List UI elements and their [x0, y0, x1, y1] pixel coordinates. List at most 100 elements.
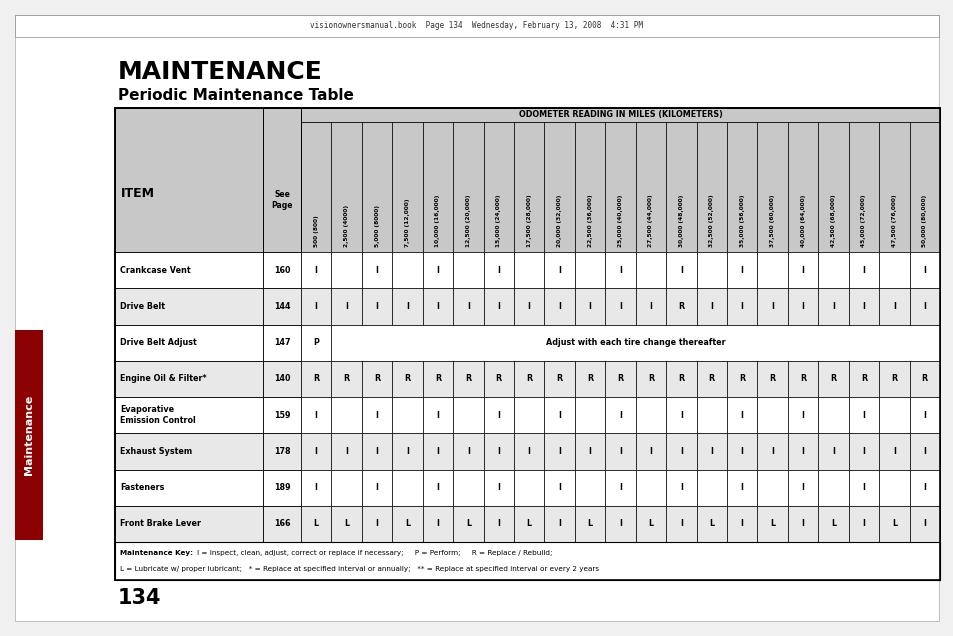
Text: 147: 147 [274, 338, 290, 347]
Text: I: I [375, 302, 378, 311]
Bar [331, 252, 361, 288]
Text: I: I [923, 411, 925, 420]
Bar [483, 288, 514, 324]
Text: Fasteners: Fasteners [120, 483, 164, 492]
Bar [818, 122, 848, 252]
Bar [848, 469, 879, 506]
Text: 42,500 (68,000): 42,500 (68,000) [830, 195, 835, 247]
Bar [544, 122, 575, 252]
Bar [453, 506, 483, 542]
Text: 40,000 (64,000): 40,000 (64,000) [800, 195, 804, 247]
Bar [301, 397, 331, 433]
Bar [361, 433, 392, 469]
Bar [696, 288, 726, 324]
Bar [361, 397, 392, 433]
Text: ITEM: ITEM [121, 187, 154, 200]
Text: L: L [891, 520, 896, 529]
Bar [818, 469, 848, 506]
Text: I: I [862, 483, 864, 492]
Text: I: I [375, 411, 378, 420]
Bar [514, 361, 544, 397]
Text: 50,000 (80,000): 50,000 (80,000) [922, 195, 926, 247]
Bar [422, 469, 453, 506]
Text: 7,500 (12,000): 7,500 (12,000) [405, 198, 410, 247]
Text: Maintenance: Maintenance [24, 395, 34, 475]
Text: Exhaust System: Exhaust System [120, 447, 192, 456]
Text: R: R [526, 375, 532, 384]
Text: I: I [436, 266, 439, 275]
Text: Engine Oil & Filter*: Engine Oil & Filter* [120, 375, 207, 384]
Bar [483, 397, 514, 433]
Text: I: I [649, 302, 652, 311]
Bar [665, 506, 696, 542]
Text: I: I [831, 447, 834, 456]
Bar [848, 397, 879, 433]
Bar [635, 122, 665, 252]
Bar [787, 288, 818, 324]
Bar [665, 252, 696, 288]
Bar [848, 122, 879, 252]
Text: R: R [496, 375, 501, 384]
Text: R: R [739, 375, 744, 384]
Bar [301, 108, 939, 122]
Text: I: I [740, 447, 743, 456]
Bar [575, 288, 604, 324]
Bar [696, 397, 726, 433]
Bar [115, 108, 301, 252]
Bar [787, 506, 818, 542]
Bar [115, 324, 263, 361]
Text: I: I [892, 447, 895, 456]
Text: 10,000 (16,000): 10,000 (16,000) [435, 195, 440, 247]
Text: R: R [586, 375, 593, 384]
Text: I: I [801, 411, 803, 420]
Text: I: I [618, 302, 621, 311]
Bar [879, 252, 908, 288]
Text: I: I [801, 520, 803, 529]
Text: I: I [862, 266, 864, 275]
Bar [604, 288, 635, 324]
Text: I: I [527, 447, 530, 456]
Text: I: I [679, 520, 682, 529]
Bar [635, 361, 665, 397]
Bar [483, 469, 514, 506]
Text: See
Page: See Page [271, 190, 293, 210]
Bar [115, 397, 263, 433]
Bar [757, 506, 787, 542]
Bar [696, 433, 726, 469]
Bar [635, 288, 665, 324]
Bar [848, 252, 879, 288]
Bar [604, 361, 635, 397]
Text: I: I [375, 483, 378, 492]
Text: 166: 166 [274, 520, 290, 529]
Text: I: I [649, 447, 652, 456]
Bar [361, 122, 392, 252]
Bar [301, 324, 331, 361]
Text: I: I [740, 520, 743, 529]
Bar [696, 361, 726, 397]
Text: I: I [801, 302, 803, 311]
Bar [604, 506, 635, 542]
Text: I: I [558, 302, 560, 311]
Bar [879, 361, 908, 397]
Text: L: L [465, 520, 471, 529]
Bar [575, 506, 604, 542]
Text: L: L [314, 520, 318, 529]
Text: I: I [406, 302, 409, 311]
Text: Crankcase Vent: Crankcase Vent [120, 266, 191, 275]
Bar [757, 122, 787, 252]
Text: 159: 159 [274, 411, 290, 420]
Bar [483, 252, 514, 288]
Bar [514, 433, 544, 469]
Bar [392, 252, 422, 288]
Bar [392, 433, 422, 469]
Bar [575, 469, 604, 506]
Text: MAINTENANCE: MAINTENANCE [118, 60, 322, 84]
Bar [392, 397, 422, 433]
Text: I: I [558, 266, 560, 275]
Text: I: I [923, 447, 925, 456]
Text: Maintenance Key:: Maintenance Key: [120, 550, 193, 556]
Bar [575, 361, 604, 397]
Bar [361, 252, 392, 288]
Bar [787, 433, 818, 469]
Bar [635, 433, 665, 469]
